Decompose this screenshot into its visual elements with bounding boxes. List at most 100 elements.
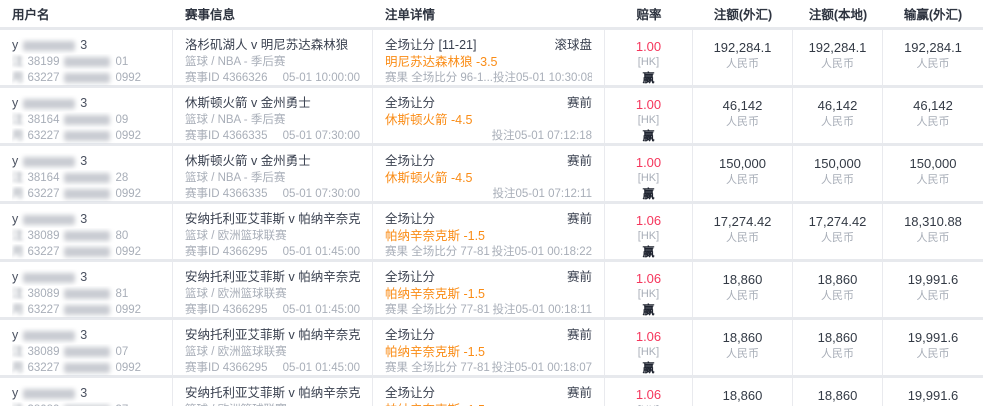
bet-result-score: 赛果 全场比分 77-81 [385, 304, 490, 316]
redacted-bet-id [64, 172, 111, 183]
bet-id-line: 注 38089 80 [12, 230, 129, 242]
bet-phase: 赛前 [566, 328, 592, 342]
bet-phase: 赛前 [566, 96, 592, 110]
match-start-time: 05-01 07:30:00 [282, 188, 360, 200]
odds-value: 1.06 [635, 271, 662, 286]
cell-winloss-fx: 192,284.1 人民币 [883, 30, 983, 85]
account-id-line: 用 63227 0992 [12, 188, 142, 200]
currency-label: 人民币 [916, 116, 950, 128]
bet-pick: 帕纳辛奈克斯 -1.5 [385, 229, 486, 243]
currency-label: 人民币 [916, 58, 950, 70]
cell-stake-local: 18,860 人民币 [793, 320, 883, 375]
bet-result-score: 赛果 全场比分 77-81 [385, 246, 490, 258]
cell-stake-local: 192,284.1 人民币 [793, 30, 883, 85]
redacted-account-id [64, 130, 111, 141]
bet-market: 全场让分 [385, 386, 436, 400]
stake-fx-value: 18,860 [722, 330, 763, 345]
bet-market: 全场让分 [385, 328, 436, 342]
outcome-badge: 赢 [642, 187, 655, 201]
cell-match-info: 休斯顿火箭 v 金州勇士 篮球 / NBA - 季后赛 赛事ID 4366335… [173, 146, 373, 201]
currency-label: 人民币 [726, 58, 759, 70]
cell-odds: 1.00 [HK] 赢 [605, 146, 693, 201]
match-league: 篮球 / 欧洲篮球联赛 [185, 346, 287, 358]
redacted-username [23, 40, 76, 51]
cell-winloss-fx: 19,991.6 人民币 [883, 320, 983, 375]
redacted-bet-id [64, 346, 111, 357]
odds-value: 1.00 [635, 155, 662, 170]
bet-phase: 赛前 [566, 270, 592, 284]
redacted-username [23, 156, 76, 167]
redacted-account-id [64, 246, 111, 257]
cell-stake-fx: 150,000 人民币 [693, 146, 793, 201]
redacted-bet-id [64, 404, 111, 406]
match-start-time: 05-01 10:00:00 [282, 72, 360, 84]
winloss-fx-value: 18,310.88 [904, 214, 962, 229]
outcome-badge: 赢 [642, 245, 655, 259]
cell-match-info: 洛杉矶湖人 v 明尼苏达森林狼 篮球 / NBA - 季后赛 赛事ID 4366… [173, 30, 373, 85]
stake-local-value: 18,860 [817, 330, 858, 345]
odds-format: [HK] [637, 230, 660, 242]
cell-stake-fx: 18,860 人民币 [693, 320, 793, 375]
match-title: 安纳托利亚艾菲斯 v 帕纳辛奈克斯 [185, 328, 360, 342]
currency-label: 人民币 [726, 290, 759, 302]
cell-stake-local: 18,860 人民币 [793, 378, 883, 406]
currency-label: 人民币 [916, 174, 950, 186]
currency-label: 人民币 [821, 116, 854, 128]
currency-label: 人民币 [821, 348, 854, 360]
bet-id-line: 注3808937 [12, 402, 160, 406]
bet-result-score: 赛果 全场比分 77-81 [385, 362, 490, 374]
stake-fx-value: 18,860 [722, 272, 763, 287]
cell-bet-details: 全场让分 赛前 帕纳辛奈克斯 -1.5 赛果 全场比分 77-81 投注05-0… [373, 262, 605, 317]
bet-phase: 赛前 [566, 386, 592, 400]
cell-stake-local: 150,000 人民币 [793, 146, 883, 201]
match-start-time: 05-01 07:30:00 [282, 130, 360, 142]
bet-market: 全场让分 [385, 154, 436, 168]
match-event-id: 赛事ID 4366326 [185, 72, 268, 84]
cell-match-info: 安纳托利亚艾菲斯 v 帕纳辛奈克斯 篮球 / 欧洲篮球联赛 赛事ID 43662… [173, 204, 373, 259]
currency-label: 人民币 [821, 58, 854, 70]
match-title: 安纳托利亚艾菲斯 v 帕纳辛奈克斯 [185, 386, 360, 400]
odds-value: 1.06 [635, 387, 662, 402]
account-id-line: 用 63227 0992 [12, 362, 142, 374]
odds-format: [HK] [617, 403, 680, 406]
match-league: 篮球 / NBA - 季后赛 [185, 56, 286, 68]
cell-odds: 1.06 [HK] 赢 [605, 378, 693, 406]
cell-bet-details: 全场让分 赛前 休斯顿火箭 -4.5 投注05-01 07:12:18 [373, 88, 605, 143]
col-header-match-info: 赛事信息 [185, 8, 236, 22]
col-header-stake-fx: 注额(外汇) [713, 8, 773, 22]
match-event-id: 赛事ID 4366295 [185, 362, 268, 374]
col-header-stake-local: 注额(本地) [808, 8, 868, 22]
cell-match-info: 休斯顿火箭 v 金州勇士 篮球 / NBA - 季后赛 赛事ID 4366335… [173, 88, 373, 143]
match-event-id: 赛事ID 4366295 [185, 304, 268, 316]
account-id-line: 用 63227 0992 [12, 72, 142, 84]
redacted-account-id [64, 188, 111, 199]
cell-bet-details: 全场让分 赛前 休斯顿火箭 -4.5 投注05-01 07:12:11 [373, 146, 605, 201]
redacted-username [23, 388, 76, 399]
winloss-fx-value: 150,000 [909, 156, 957, 171]
bet-placed-time: 投注05-01 00:18:11 [492, 304, 592, 316]
winloss-fx-value: 46,142 [913, 98, 953, 113]
match-event-id: 赛事ID 4366335 [185, 130, 268, 142]
bet-market: 全场让分 [385, 212, 436, 226]
currency-label: 人民币 [916, 290, 950, 302]
redacted-username [23, 272, 76, 283]
cell-stake-fx: 46,142 人民币 [693, 88, 793, 143]
redacted-bet-id [64, 288, 111, 299]
bet-pick: 休斯顿火箭 -4.5 [385, 113, 473, 127]
currency-label: 人民币 [726, 348, 759, 360]
currency-label: 人民币 [916, 232, 950, 244]
cell-bet-details: 全场让分 [11-21] 滚球盘 明尼苏达森林狼 -3.5 赛果 全场比分 96… [373, 30, 605, 85]
redacted-bet-id [64, 230, 111, 241]
